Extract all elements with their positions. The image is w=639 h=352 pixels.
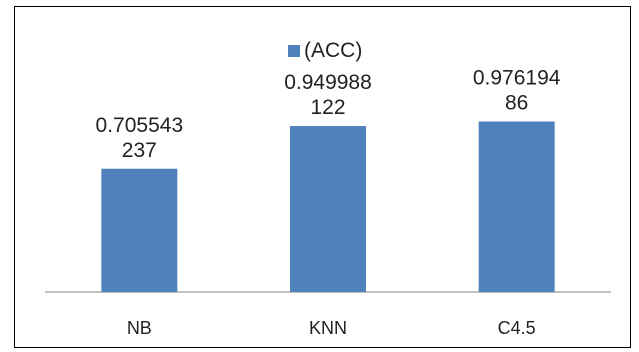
bar-nb bbox=[101, 168, 178, 292]
legend-label: (ACC) bbox=[304, 39, 363, 62]
data-label: 0.976194 bbox=[473, 66, 561, 89]
x-tick-label: KNN bbox=[309, 318, 347, 338]
data-label: 86 bbox=[505, 91, 528, 114]
data-label: 0.705543 bbox=[96, 114, 184, 137]
chart-legend: (ACC) bbox=[288, 38, 362, 64]
data-label: 122 bbox=[310, 96, 345, 119]
bar-knn bbox=[290, 126, 366, 292]
legend-swatch bbox=[288, 45, 300, 57]
x-tick-label: NB bbox=[127, 318, 152, 338]
x-tick-label: C4.5 bbox=[498, 318, 536, 338]
data-label: 0.949988 bbox=[284, 71, 372, 94]
data-label: 237 bbox=[122, 139, 157, 162]
bar-c4-5 bbox=[478, 121, 555, 292]
